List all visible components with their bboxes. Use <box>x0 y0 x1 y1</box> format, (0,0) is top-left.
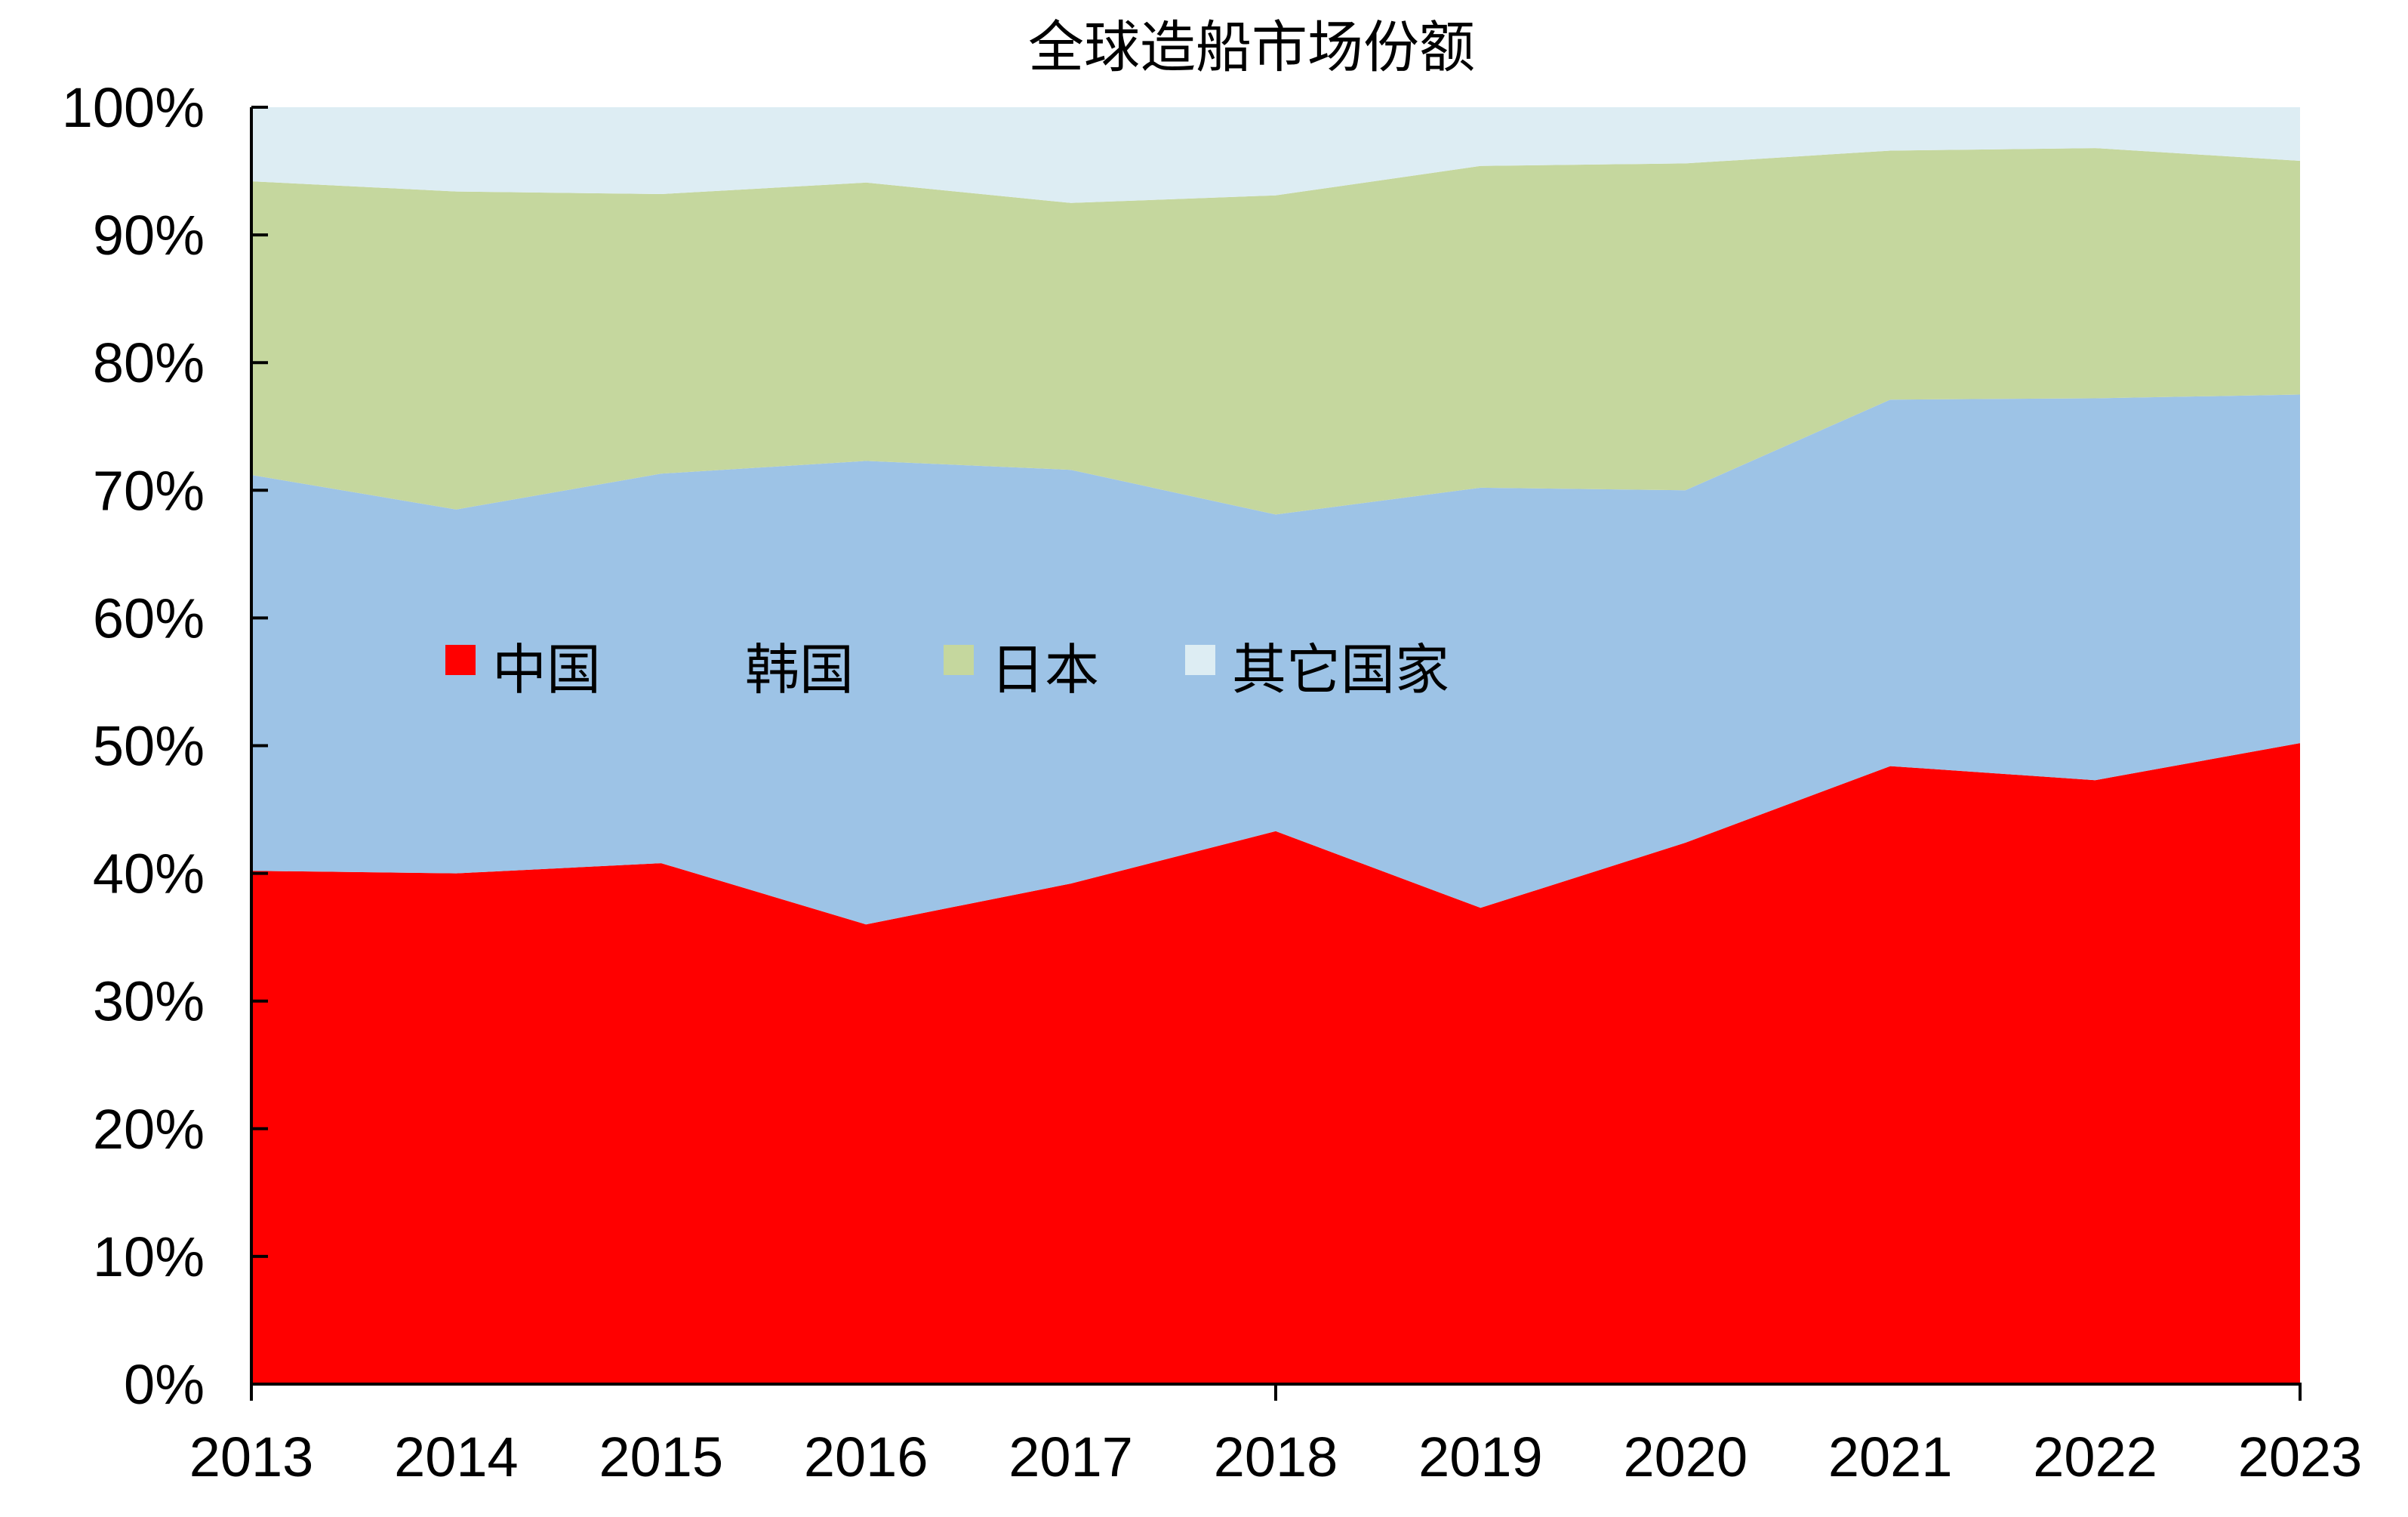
x-tick-label: 2020 <box>1623 1426 1747 1488</box>
legend-label: 中国 <box>492 638 601 701</box>
legend-item: 中国 <box>445 638 601 701</box>
legend-label: 韩国 <box>745 638 854 701</box>
stacked-areas <box>251 107 2300 1384</box>
legend-swatch <box>1185 645 1215 675</box>
legend: 中国 韩国 日本 其它国家 <box>445 638 1449 701</box>
x-tick-label: 2019 <box>1418 1426 1543 1488</box>
x-tick-label: 2016 <box>804 1426 928 1488</box>
x-tick-label: 2015 <box>599 1426 723 1488</box>
y-tick-label: 30% <box>93 970 205 1033</box>
legend-item: 其它国家 <box>1185 638 1449 701</box>
y-tick-label: 90% <box>93 204 205 267</box>
chart-title: 全球造船市场份额 <box>1028 15 1475 80</box>
y-tick-label: 10% <box>93 1226 205 1288</box>
x-tick-label: 2022 <box>2033 1426 2157 1488</box>
area-series-2 <box>251 148 2300 515</box>
y-tick-label: 100% <box>62 76 205 139</box>
axes: 0% 10% 20% 30% 40% 50% 60% 70% 80% 90% 100% 2013 201… <box>62 76 2363 1488</box>
area-series-0 <box>251 743 2300 1384</box>
y-tick-label: 60% <box>93 587 205 649</box>
y-tick-label: 20% <box>93 1098 205 1161</box>
legend-label: 日本 <box>990 638 1099 701</box>
legend-item: 日本 <box>944 638 1099 701</box>
y-tick-label: 50% <box>93 715 205 778</box>
y-tick-label: 0% <box>124 1353 205 1416</box>
legend-item: 韩国 <box>698 638 854 701</box>
x-tick-label: 2017 <box>1008 1426 1133 1488</box>
legend-swatch <box>944 645 974 675</box>
legend-label: 其它国家 <box>1232 638 1449 701</box>
x-tick-label: 2021 <box>1828 1426 1953 1488</box>
area-series-3 <box>251 107 2300 203</box>
legend-swatch <box>698 645 728 675</box>
x-tick-label: 2018 <box>1214 1426 1338 1488</box>
y-tick-label: 80% <box>93 331 205 394</box>
y-tick-label: 70% <box>93 459 205 522</box>
legend-swatch <box>445 645 476 675</box>
x-tick-label: 2013 <box>189 1426 314 1488</box>
x-tick-label: 2014 <box>394 1426 519 1488</box>
y-tick-label: 40% <box>93 843 205 905</box>
x-tick-label: 2023 <box>2238 1426 2363 1488</box>
area-series-1 <box>251 394 2300 925</box>
